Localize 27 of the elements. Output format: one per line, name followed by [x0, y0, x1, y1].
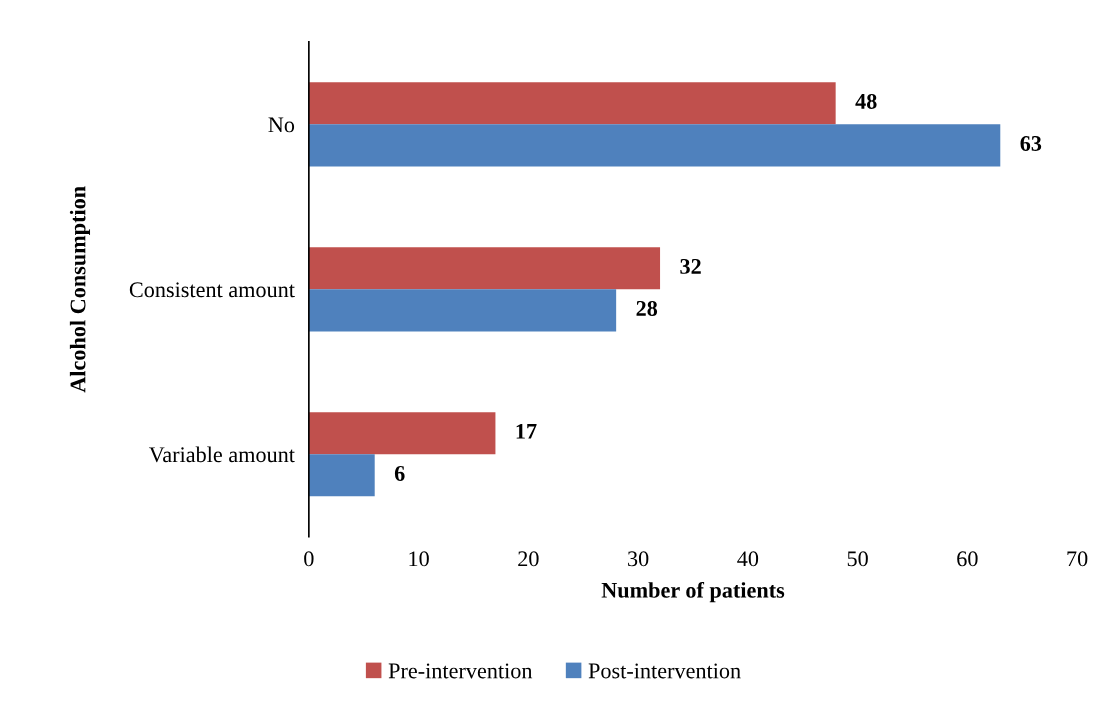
bar: [308, 412, 496, 455]
bar: [308, 289, 617, 332]
bar: [308, 82, 836, 125]
y-tick-label: Variable amount: [148, 446, 295, 463]
x-tick-label: 30: [628, 551, 649, 567]
data-label: 32: [680, 258, 701, 274]
x-tick-label: 50: [847, 551, 868, 567]
y-axis-title: Alcohol Consumption: [69, 186, 91, 393]
y-tick-label: Consistent amount: [129, 282, 295, 298]
data-label: 48: [855, 93, 877, 109]
x-tick-label: 70: [1067, 551, 1088, 567]
x-tick-label: 0: [304, 551, 314, 567]
bar: [308, 247, 661, 290]
bar: [308, 124, 1001, 167]
x-tick-label: 40: [737, 551, 759, 567]
bar: [308, 454, 375, 497]
x-tick-label: 20: [518, 551, 539, 567]
legend-label: Post-intervention: [588, 663, 741, 679]
x-axis-title: Number of patients: [601, 581, 785, 603]
legend-label: Pre-intervention: [388, 663, 533, 679]
data-label: 28: [636, 300, 658, 316]
data-label: 6: [394, 465, 405, 481]
y-tick-label: No: [268, 117, 295, 133]
data-label: 63: [1020, 136, 1042, 151]
x-tick-label: 60: [957, 551, 978, 567]
data-label: 17: [516, 423, 537, 439]
x-tick-label: 10: [409, 551, 429, 567]
